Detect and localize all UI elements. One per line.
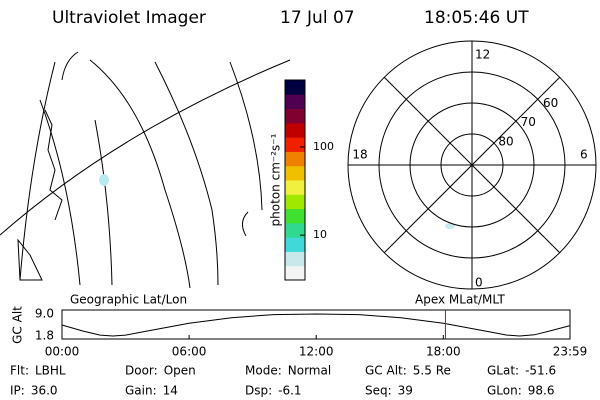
time: 18:05:46 UT — [424, 8, 529, 28]
coastline — [242, 211, 249, 237]
mlt-label: 12 — [475, 48, 490, 62]
color-segment — [285, 251, 305, 267]
status-value: Open — [164, 364, 196, 378]
colorbar-label: photon cm⁻²s⁻¹ — [269, 133, 283, 226]
status-label: GC Alt: — [365, 364, 407, 378]
emission — [445, 223, 455, 229]
altitude-line — [61, 313, 571, 337]
color-segment — [285, 237, 305, 252]
color-segment — [285, 222, 305, 238]
status-label: Flt: — [10, 364, 29, 378]
status-value: LBHL — [35, 364, 66, 378]
lat-label: 70 — [521, 115, 536, 129]
x-tick-label: 12:00 — [299, 345, 334, 359]
lat-circle — [378, 71, 566, 259]
date: 17 Jul 07 — [280, 8, 355, 28]
y-tick-label: 9.0 — [35, 307, 54, 321]
lat-circle — [409, 102, 535, 228]
map-label: Geographic Lat/Lon — [70, 293, 187, 307]
color-segment — [285, 94, 305, 110]
status-label: Gain: — [125, 384, 157, 398]
mlt-label: 18 — [352, 148, 367, 162]
color-segment — [285, 80, 305, 95]
lat-label: 60 — [543, 96, 558, 110]
title: Ultraviolet Imager — [52, 8, 206, 28]
status-label: IP: — [10, 384, 25, 398]
colorbar-frame — [284, 79, 306, 281]
color-segment — [285, 180, 305, 195]
status-value: 14 — [163, 384, 178, 398]
lat-label: 80 — [498, 134, 513, 148]
status-label: GLon: — [487, 384, 522, 398]
map-line — [154, 61, 219, 286]
map-line — [19, 61, 56, 281]
status-label: Door: — [125, 364, 158, 378]
map-line — [39, 99, 81, 286]
status-value: Normal — [288, 364, 331, 378]
color-segment — [285, 208, 305, 224]
color-segment — [285, 151, 305, 167]
color-segment — [285, 265, 305, 281]
status-value: 39 — [398, 384, 413, 398]
coastline — [17, 238, 43, 281]
status-value: 36.0 — [31, 384, 58, 398]
status-label: GLat: — [487, 364, 519, 378]
map-line — [229, 61, 263, 211]
status-value: 5.5 Re — [413, 364, 451, 378]
map-line — [94, 119, 113, 286]
coastline — [44, 109, 63, 221]
map-line — [0, 59, 291, 236]
status-value: -6.1 — [278, 384, 301, 398]
color-segment — [285, 122, 305, 138]
tick-label: 10 — [313, 228, 327, 241]
polar-axis — [383, 76, 561, 254]
status-value: -51.6 — [525, 364, 556, 378]
altitude-plot: 1.8 9.0 00:00 06:00 12:00 18:00 23:59 — [35, 307, 587, 359]
emission — [99, 174, 109, 186]
status-label: Dsp: — [245, 384, 272, 398]
map-line — [61, 51, 79, 81]
x-tick-label: 00:00 — [45, 345, 80, 359]
y-tick-label: 1.8 — [35, 329, 54, 343]
color-segment — [285, 108, 305, 124]
lat-circle — [440, 133, 504, 197]
status-label: Mode: — [245, 364, 282, 378]
status: Flt: LBHL Door: Open Mode: Normal GC Alt: 5.5 R… — [10, 364, 556, 398]
mlt-label: 0 — [475, 276, 483, 290]
status-value: 98.6 — [528, 384, 555, 398]
x-tick-label: 23:59 — [553, 345, 588, 359]
altitude-label: GC Alt — [11, 306, 25, 344]
x-tick-label: 06:00 — [172, 345, 207, 359]
colorbar: 10 100 — [284, 79, 334, 281]
color-segment — [285, 194, 305, 210]
x-tick-label: 18:00 — [426, 345, 461, 359]
color-segment — [285, 137, 305, 152]
polar-label: Apex MLat/MLT — [415, 293, 505, 307]
map — [0, 51, 291, 289]
tick-label: 100 — [313, 140, 334, 153]
color-segment — [285, 165, 305, 181]
status-label: Seq: — [365, 384, 392, 398]
map-line — [89, 59, 191, 289]
mlt-label: 6 — [580, 148, 588, 162]
